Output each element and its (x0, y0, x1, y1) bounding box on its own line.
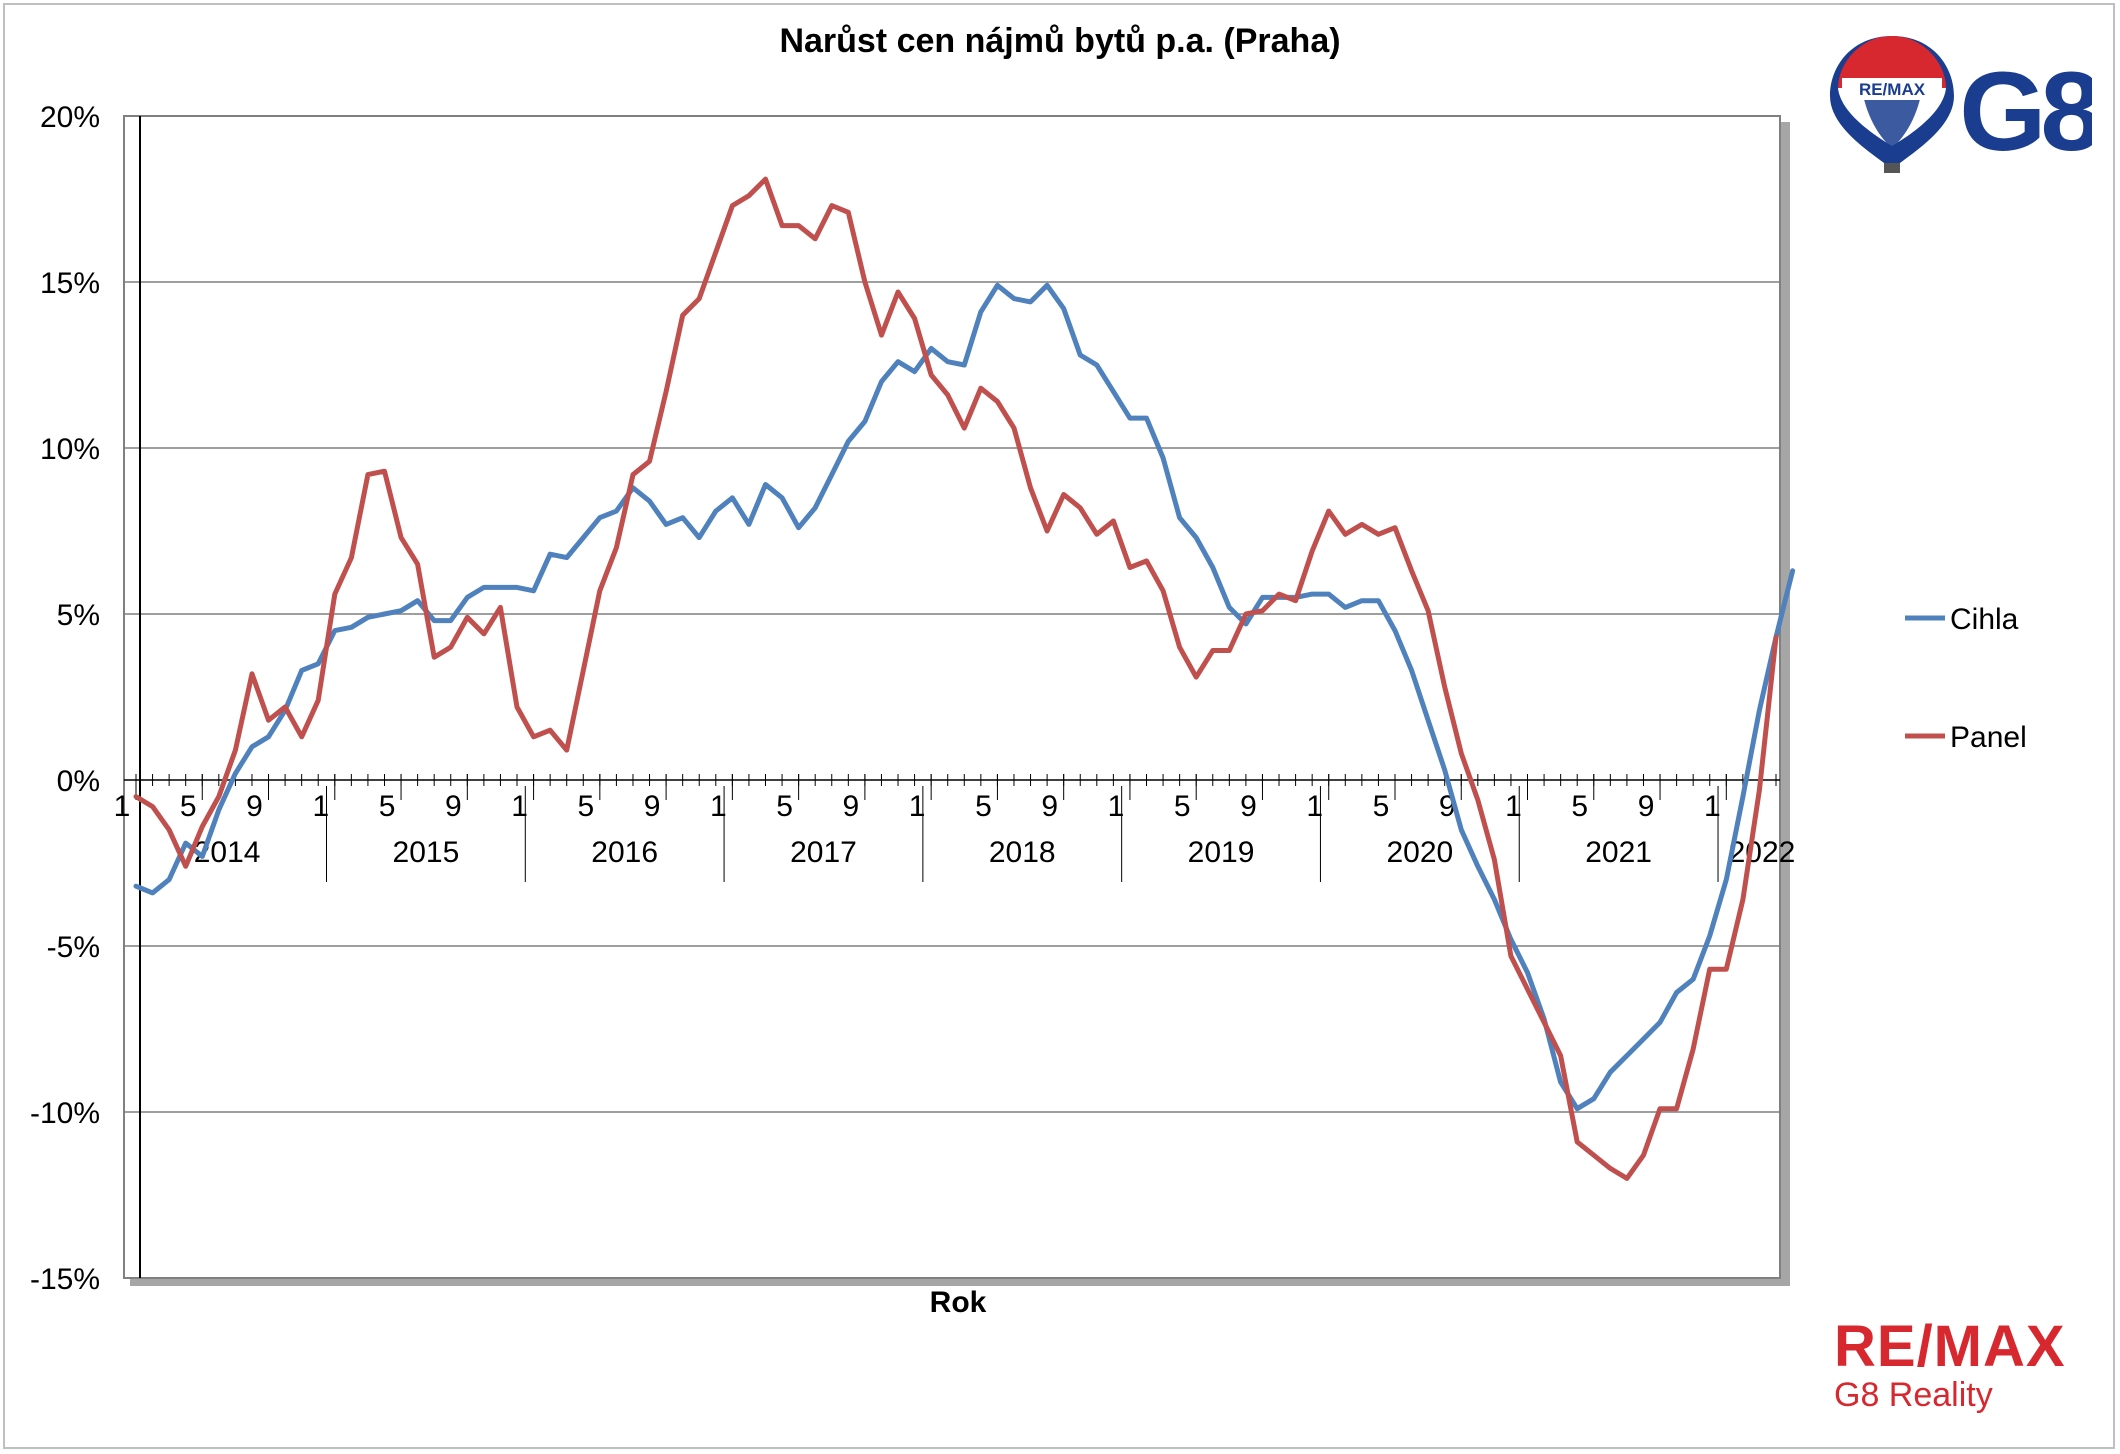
grid-lines (124, 115, 1780, 1113)
g8-reality-text: G8 Reality (1834, 1376, 1993, 1414)
series-lines (133, 176, 1796, 1181)
x-month-label: 9 (445, 790, 462, 823)
y-axis-labels: -15% -10% -5% 0% 5% 10% 15% 20% (30, 101, 100, 1296)
x-month-label: 5 (180, 790, 197, 823)
x-month-label: 1 (511, 790, 528, 823)
x-month-label: 5 (577, 790, 594, 823)
x-month-label: 5 (379, 790, 396, 823)
x-month-label: 9 (1240, 790, 1257, 823)
x-year-label: 2020 (1386, 836, 1453, 869)
chart-title: Narůst cen nájmů bytů p.a. (Praha) (779, 22, 1340, 60)
x-month-label: 5 (1571, 790, 1588, 823)
x-month-label: 9 (1638, 790, 1655, 823)
legend-label-cihla: Cihla (1950, 603, 2019, 636)
x-year-label: 2016 (591, 836, 658, 869)
y-tick-label: -5% (47, 931, 100, 964)
y-tick-label: -10% (30, 1097, 100, 1130)
x-year-label: 2019 (1188, 836, 1255, 869)
y-tick-label: 5% (57, 599, 100, 632)
x-month-label: 9 (1041, 790, 1058, 823)
series-line-panel (133, 176, 1779, 1181)
x-month-label: 1 (114, 790, 131, 823)
plot-area (123, 115, 1781, 1279)
x-month-label: 1 (710, 790, 727, 823)
x-month-label: 1 (312, 790, 329, 823)
x-month-label: 5 (1373, 790, 1390, 823)
x-year-label: 2015 (393, 836, 460, 869)
x-month-label: 5 (1174, 790, 1191, 823)
x-month-label: 1 (1505, 790, 1522, 823)
x-month-label: 5 (776, 790, 793, 823)
x-month-label: 1 (1306, 790, 1323, 823)
balloon-brand-text: RE/MAX (1859, 80, 1926, 99)
x-year-label: 2018 (989, 836, 1056, 869)
x-year-label: 2017 (790, 836, 857, 869)
balloon-icon: RE/MAX (1830, 36, 1954, 173)
y-tick-label: 10% (40, 433, 100, 466)
x-month-label: 1 (1704, 790, 1721, 823)
x-month-label: 1 (909, 790, 926, 823)
g8-mark: G8 (1959, 49, 2092, 174)
x-month-label: 9 (246, 790, 263, 823)
x-month-label: 9 (644, 790, 661, 823)
x-month-label: 1 (1108, 790, 1125, 823)
y-tick-label: 0% (57, 765, 100, 798)
legend-label-panel: Panel (1950, 721, 2027, 754)
y-tick-label: -15% (30, 1263, 100, 1296)
y-tick-label: 15% (40, 267, 100, 300)
remax-wordmark: RE/MAX (1834, 1314, 2066, 1379)
x-year-label: 2022 (1729, 836, 1796, 869)
x-month-label: 9 (843, 790, 860, 823)
remax-g8-logo: RE/MAX G8 (1830, 36, 2092, 174)
legend: Cihla Panel (1905, 603, 2027, 754)
x-axis-label: Rok (930, 1286, 987, 1319)
y-tick-label: 20% (40, 101, 100, 134)
remax-g8-reality-logo: RE/MAX G8 Reality (1834, 1314, 2066, 1414)
x-month-label: 5 (975, 790, 992, 823)
series-line-cihla (133, 282, 1796, 1112)
x-year-label: 2021 (1585, 836, 1652, 869)
